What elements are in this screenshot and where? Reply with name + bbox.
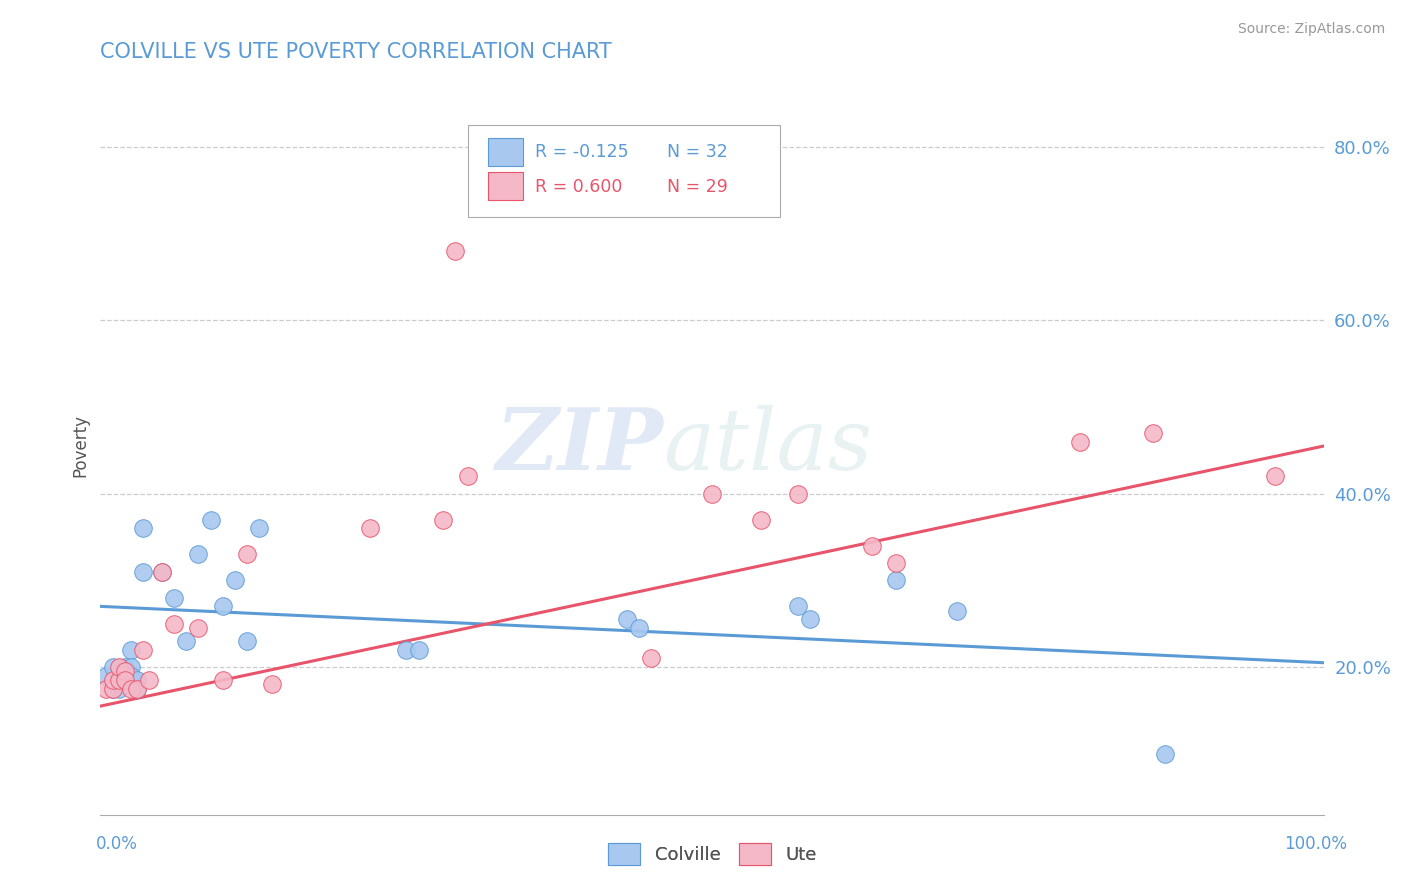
Point	[150, 565, 173, 579]
Point	[702, 486, 724, 500]
Point	[236, 547, 259, 561]
Point	[101, 673, 124, 687]
Point	[114, 673, 136, 687]
Point	[125, 673, 148, 687]
Point	[884, 556, 907, 570]
Point	[163, 616, 186, 631]
Point	[860, 539, 883, 553]
Point	[96, 669, 118, 683]
Point	[138, 673, 160, 687]
Point	[236, 634, 259, 648]
Point	[884, 574, 907, 588]
Point	[616, 612, 638, 626]
Point	[432, 513, 454, 527]
Text: R = -0.125: R = -0.125	[534, 143, 628, 161]
Point	[107, 660, 129, 674]
Point	[107, 673, 129, 687]
Point	[96, 681, 118, 696]
Point	[211, 599, 233, 614]
Point	[132, 521, 155, 535]
Legend: Colville, Ute: Colville, Ute	[600, 836, 824, 871]
Point	[249, 521, 271, 535]
Point	[163, 591, 186, 605]
Point	[114, 665, 136, 679]
Point	[187, 547, 209, 561]
Point	[174, 634, 197, 648]
Y-axis label: Poverty: Poverty	[72, 415, 89, 477]
Point	[101, 681, 124, 696]
Text: N = 29: N = 29	[666, 178, 728, 196]
Point	[120, 681, 142, 696]
Text: ZIP: ZIP	[495, 404, 664, 488]
Point	[150, 565, 173, 579]
Point	[120, 660, 142, 674]
Point	[787, 486, 810, 500]
Point	[187, 621, 209, 635]
Point	[1069, 434, 1091, 449]
FancyBboxPatch shape	[488, 172, 523, 201]
Point	[787, 599, 810, 614]
Point	[1142, 425, 1164, 440]
Point	[359, 521, 381, 535]
Point	[627, 621, 650, 635]
Point	[120, 669, 142, 683]
Point	[107, 681, 129, 696]
Point	[125, 681, 148, 696]
Point	[101, 681, 124, 696]
Point	[260, 677, 283, 691]
FancyBboxPatch shape	[488, 137, 523, 166]
Point	[132, 642, 155, 657]
Point	[799, 612, 821, 626]
Text: Source: ZipAtlas.com: Source: ZipAtlas.com	[1237, 22, 1385, 37]
Text: N = 32: N = 32	[666, 143, 728, 161]
FancyBboxPatch shape	[468, 125, 780, 218]
Point	[1154, 747, 1177, 761]
Text: 0.0%: 0.0%	[96, 835, 138, 853]
Point	[101, 660, 124, 674]
Text: COLVILLE VS UTE POVERTY CORRELATION CHART: COLVILLE VS UTE POVERTY CORRELATION CHAR…	[100, 42, 612, 62]
Text: atlas: atlas	[664, 405, 873, 487]
Point	[749, 513, 772, 527]
Text: 100.0%: 100.0%	[1284, 835, 1347, 853]
Point	[211, 673, 233, 687]
Point	[408, 642, 430, 657]
Point	[224, 574, 246, 588]
Point	[107, 673, 129, 687]
Point	[200, 513, 222, 527]
Point	[946, 604, 969, 618]
Text: R = 0.600: R = 0.600	[534, 178, 623, 196]
Point	[444, 244, 467, 258]
Point	[120, 642, 142, 657]
Point	[132, 565, 155, 579]
Point	[395, 642, 418, 657]
Point	[114, 673, 136, 687]
Point	[125, 681, 148, 696]
Point	[1264, 469, 1286, 483]
Point	[114, 660, 136, 674]
Point	[457, 469, 479, 483]
Point	[640, 651, 662, 665]
